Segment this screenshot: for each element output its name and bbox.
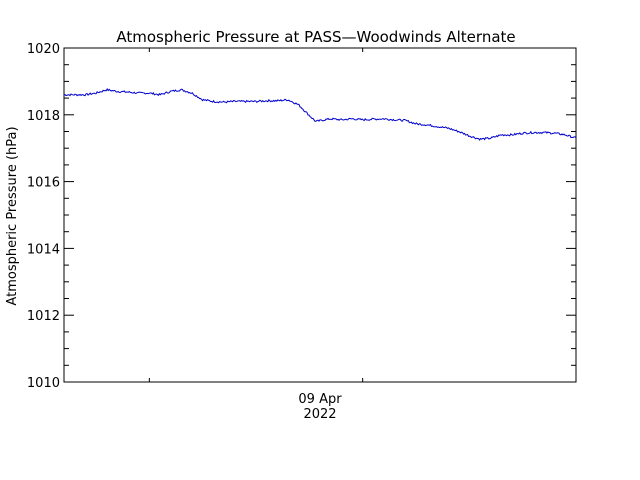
y-axis-tick-labels: 1010 1012 1014 1016 1018 1020 — [27, 42, 60, 391]
y-tick-label: 1018 — [27, 109, 60, 124]
y-tick-label: 1016 — [27, 176, 60, 191]
x-tick-label-date: 09 Apr — [298, 392, 342, 407]
x-axis-ticks — [148, 48, 364, 382]
pressure-line — [63, 88, 577, 141]
y-tick-label: 1012 — [27, 309, 60, 324]
y-axis-label: Atmospheric Pressure (hPa) — [5, 126, 20, 305]
y-tick-label: 1014 — [27, 242, 60, 257]
chart-title: Atmospheric Pressure at PASS—Woodwinds A… — [116, 28, 515, 46]
y-axis-ticks — [64, 47, 576, 383]
y-tick-label: 1020 — [27, 42, 60, 57]
plot-frame — [63, 47, 577, 383]
x-tick-label-year: 2022 — [303, 407, 336, 422]
y-tick-label: 1010 — [27, 376, 60, 391]
